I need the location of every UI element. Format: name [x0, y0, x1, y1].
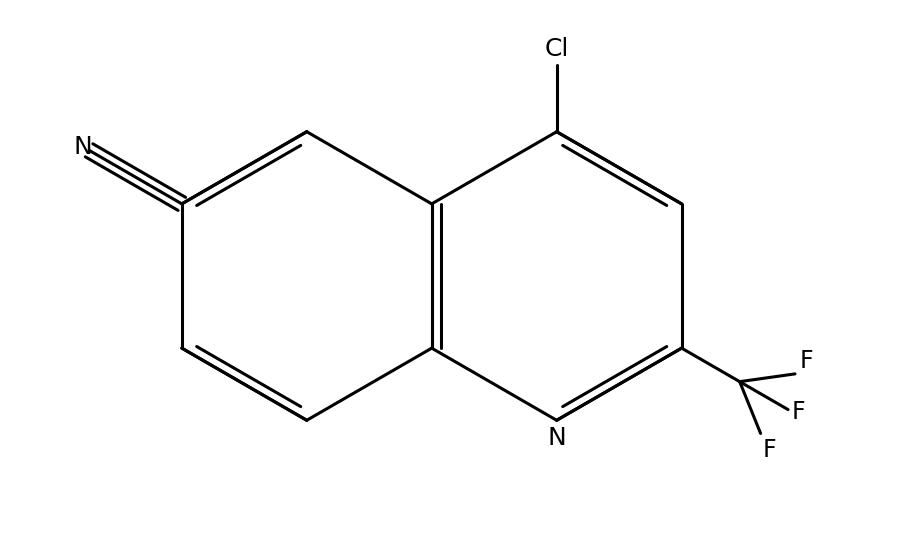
Text: F: F [800, 349, 814, 373]
Text: Cl: Cl [544, 37, 569, 61]
Text: F: F [792, 400, 805, 424]
Text: N: N [547, 426, 566, 450]
Text: F: F [763, 438, 776, 462]
Text: N: N [74, 135, 92, 158]
